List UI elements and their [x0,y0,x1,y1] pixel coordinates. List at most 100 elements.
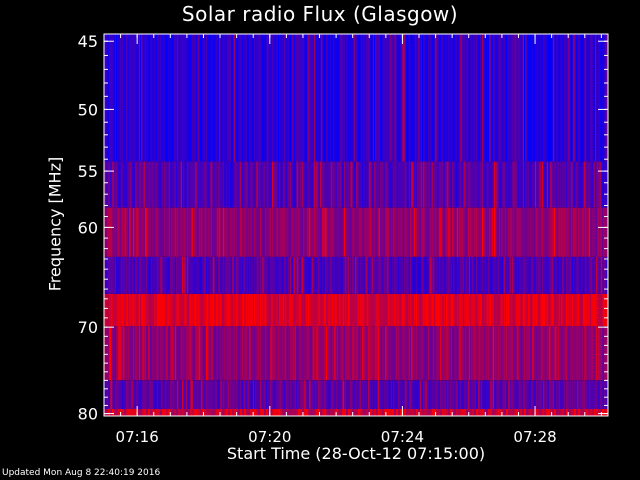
heat-cell [514,326,516,381]
heat-cell [306,326,309,381]
heat-cell [594,294,597,327]
heat-cell [543,34,545,162]
heat-cell [438,380,441,416]
heat-cell [215,256,218,294]
heat-cell [442,256,444,294]
heat-cell [429,256,431,294]
heat-cell [150,326,153,381]
heat-cell [340,34,342,162]
heat-cell [368,161,370,208]
heat-cell [191,326,194,381]
heat-cell [358,294,360,327]
heat-cell [202,256,204,294]
heat-cell [272,207,274,257]
heat-cell [405,161,407,208]
heat-cell [464,161,466,208]
heat-cell [555,161,557,208]
heat-cell [284,34,286,162]
heat-cell [422,380,424,416]
heat-cell [574,34,576,162]
heat-cell [345,256,347,294]
heat-cell [474,294,477,327]
heat-cell [296,294,298,327]
heat-cell [497,161,500,208]
heat-cell [466,161,468,208]
heat-cell [188,256,190,294]
heat-cell [316,161,318,208]
heat-cell [183,256,185,294]
heat-cell [354,326,357,381]
heat-cell [501,380,503,416]
heat-cell [398,207,400,257]
heat-cell [534,294,537,327]
heat-cell [468,256,471,294]
heat-cell [300,380,303,416]
heat-cell [456,294,459,327]
heat-cell [335,207,338,257]
heat-cell [270,34,273,162]
heat-cell [218,207,220,257]
heat-cell [454,207,456,257]
heat-cell [137,380,140,416]
heat-cell [580,161,582,208]
heat-cell [476,294,478,327]
heat-cell [390,34,393,162]
heat-cell [378,294,381,327]
heat-cell [347,161,350,208]
heat-cell [467,294,470,327]
heat-cell [254,34,256,162]
heat-cell [368,207,370,257]
heat-cell [182,207,184,257]
heat-cell [542,207,544,257]
heat-cell [416,256,418,294]
heat-cell [590,256,592,294]
heat-cell [486,294,489,327]
heat-cell [143,326,146,381]
heat-cell [491,326,494,381]
heat-cell [279,380,281,416]
heat-cell [472,294,474,327]
heat-cell [467,161,470,208]
heat-cell [119,380,122,416]
heat-cell [458,207,460,257]
heat-cell [386,326,388,381]
heat-cell [260,326,262,381]
heat-cell [539,161,542,208]
heat-cell [419,161,422,208]
heat-cell [122,207,124,257]
y-tick-label: 60 [78,218,98,237]
heat-cell [298,161,300,208]
heat-cell [484,161,486,208]
heat-cell [585,207,587,257]
heat-cell [278,409,280,416]
heat-cell [366,256,369,294]
heat-cell [144,326,147,381]
heat-cell [242,161,244,208]
heat-cell [432,409,434,416]
heat-cell [576,256,579,294]
heat-cell [275,161,278,208]
heat-cell [335,34,338,162]
heat-cell [207,380,209,416]
heat-cell [299,161,302,208]
heat-cell [148,256,150,294]
heat-cell [447,326,449,381]
heat-cell [282,294,285,327]
heat-cell [174,380,177,416]
heat-cell [231,326,233,381]
heat-cell [503,161,506,208]
heat-cell [544,207,546,257]
heat-cell [272,409,274,416]
heat-cell [272,256,274,294]
heat-cell [137,256,140,294]
heat-cell [266,294,268,327]
heat-cell [219,380,221,416]
heat-cell [125,161,128,208]
heat-cell [154,409,156,416]
heat-cell [315,256,317,294]
heat-cell [501,256,503,294]
heat-cell [278,207,280,257]
heat-cell [126,294,129,327]
heat-cell [448,34,450,162]
heat-cell [303,294,305,327]
